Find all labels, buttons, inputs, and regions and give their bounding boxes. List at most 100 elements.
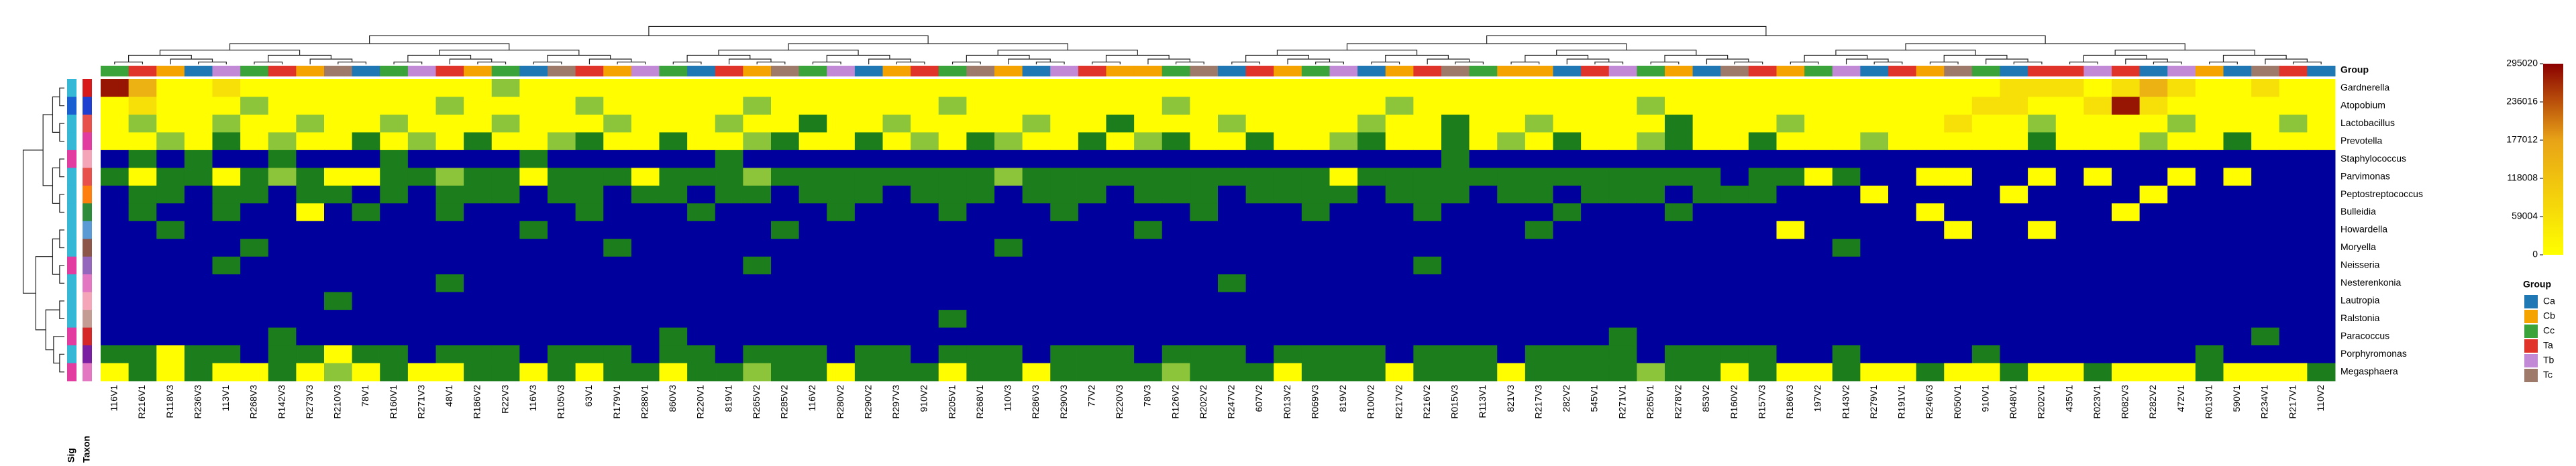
heatmap-cell bbox=[212, 327, 241, 346]
heatmap-cell bbox=[1357, 256, 1386, 275]
heatmap-cell bbox=[1804, 132, 1833, 151]
heatmap-cell bbox=[324, 310, 353, 329]
heatmap-cell bbox=[2028, 274, 2057, 293]
heatmap-cell bbox=[2307, 185, 2336, 204]
heatmap-cell bbox=[966, 327, 995, 346]
heatmap-cell bbox=[101, 203, 130, 222]
group-cell bbox=[2028, 66, 2057, 76]
dendrogram bbox=[59, 123, 64, 142]
heatmap-cell bbox=[2055, 97, 2084, 115]
heatmap-cell bbox=[798, 97, 827, 115]
heatmap-cell bbox=[1637, 256, 1665, 275]
heatmap-cell bbox=[1916, 239, 1945, 257]
heatmap-cell bbox=[2223, 256, 2252, 275]
heatmap-cell bbox=[827, 239, 856, 257]
heatmap-cell bbox=[128, 310, 157, 329]
heatmap-cell bbox=[1720, 168, 1749, 186]
heatmap-cell bbox=[548, 79, 576, 97]
column-label: 116V1 bbox=[109, 385, 119, 412]
dendrogram bbox=[1650, 61, 1680, 64]
heatmap-cell bbox=[1469, 203, 1498, 222]
heatmap-cell bbox=[548, 345, 576, 364]
heatmap-cell bbox=[1916, 310, 1945, 329]
heatmap-cell bbox=[1022, 97, 1051, 115]
heatmap-cell bbox=[1860, 292, 1889, 310]
heatmap-cell bbox=[1860, 203, 1889, 222]
sig-annotation bbox=[67, 221, 76, 239]
heatmap-cell bbox=[2139, 345, 2168, 364]
heatmap-cell bbox=[1022, 114, 1051, 133]
heatmap-cell bbox=[1692, 256, 1721, 275]
heatmap-cell bbox=[1860, 239, 1889, 257]
group-cell bbox=[575, 66, 604, 76]
heatmap-cell bbox=[212, 345, 241, 364]
heatmap-cell bbox=[1776, 185, 1805, 204]
legend-swatch bbox=[2524, 325, 2538, 338]
heatmap-cell bbox=[1608, 239, 1637, 257]
heatmap-cell bbox=[1218, 345, 1247, 364]
heatmap-cell bbox=[2223, 114, 2252, 133]
heatmap-cell bbox=[380, 310, 409, 329]
annotation-label: Sig bbox=[66, 448, 76, 463]
heatmap-cell bbox=[2307, 239, 2336, 257]
heatmap-cell bbox=[2307, 327, 2336, 346]
heatmap-cell bbox=[1692, 203, 1721, 222]
heatmap-cell bbox=[1860, 150, 1889, 168]
heatmap-cell bbox=[2251, 97, 2280, 115]
heatmap-cell bbox=[184, 274, 213, 293]
column-label: R013V1 bbox=[2203, 385, 2214, 419]
heatmap-cell bbox=[1860, 97, 1889, 115]
legend-swatch bbox=[2524, 339, 2538, 353]
row-label: Porphyromonas bbox=[2340, 348, 2407, 359]
heatmap-cell bbox=[1329, 203, 1358, 222]
heatmap-cell bbox=[938, 185, 967, 204]
heatmap-cell bbox=[2195, 345, 2224, 364]
heatmap-cell bbox=[268, 203, 297, 222]
column-label: R126V2 bbox=[1170, 385, 1180, 419]
heatmap-cell bbox=[771, 292, 800, 310]
heatmap-cell bbox=[1692, 185, 1721, 204]
dendrogram bbox=[1092, 61, 1121, 64]
group-cell bbox=[2000, 66, 2028, 76]
heatmap-cell bbox=[1804, 292, 1833, 310]
heatmap-cell bbox=[1022, 345, 1051, 364]
heatmap-cell bbox=[2028, 292, 2057, 310]
heatmap-cell bbox=[519, 97, 548, 115]
heatmap-cell bbox=[268, 274, 297, 293]
heatmap-cell bbox=[240, 363, 269, 382]
heatmap-cell bbox=[771, 327, 800, 346]
heatmap-cell bbox=[1888, 132, 1917, 151]
heatmap-cell bbox=[1245, 79, 1274, 97]
heatmap-cell bbox=[1581, 221, 1610, 239]
heatmap-cell bbox=[1245, 327, 1274, 346]
heatmap-cell bbox=[827, 97, 856, 115]
heatmap-cell bbox=[407, 97, 436, 115]
heatmap-cell bbox=[687, 203, 716, 222]
heatmap-cell bbox=[798, 239, 827, 257]
taxon-annotation bbox=[83, 274, 92, 293]
heatmap-cell bbox=[1608, 185, 1637, 204]
heatmap-cell bbox=[659, 97, 688, 115]
column-label: R202V2 bbox=[1198, 385, 1208, 419]
heatmap-cell bbox=[156, 239, 185, 257]
heatmap-cell bbox=[1776, 310, 1805, 329]
heatmap-cell bbox=[1162, 97, 1190, 115]
heatmap-cell bbox=[296, 274, 325, 293]
heatmap-cell bbox=[1245, 256, 1274, 275]
heatmap-cell bbox=[1971, 256, 2000, 275]
taxon-annotation bbox=[83, 114, 92, 133]
heatmap-cell bbox=[2279, 363, 2308, 382]
heatmap-cell bbox=[1106, 79, 1135, 97]
heatmap-cell bbox=[715, 97, 743, 115]
dendrogram bbox=[128, 54, 192, 62]
column-label: 197V2 bbox=[1812, 385, 1823, 412]
heatmap-cell bbox=[687, 185, 716, 204]
heatmap-cell bbox=[1022, 221, 1051, 239]
heatmap-cell bbox=[2055, 132, 2084, 151]
heatmap-cell bbox=[1637, 310, 1665, 329]
dendrogram bbox=[868, 58, 911, 64]
heatmap-cell bbox=[1525, 310, 1553, 329]
heatmap-cell bbox=[911, 239, 939, 257]
heatmap-cell bbox=[1134, 221, 1163, 239]
heatmap-cell bbox=[548, 132, 576, 151]
